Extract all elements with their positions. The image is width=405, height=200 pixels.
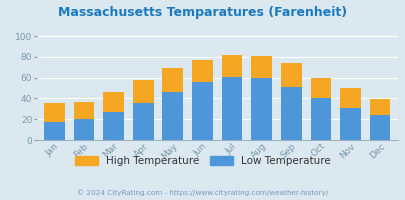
- Bar: [132, 80, 153, 103]
- Bar: [310, 98, 330, 140]
- Bar: [251, 78, 271, 140]
- Bar: [103, 112, 124, 140]
- Bar: [369, 115, 390, 140]
- Bar: [251, 56, 271, 78]
- Bar: [44, 103, 64, 122]
- Bar: [339, 88, 360, 108]
- Text: © 2024 CityRating.com - https://www.cityrating.com/weather-history/: © 2024 CityRating.com - https://www.city…: [77, 189, 328, 196]
- Bar: [103, 92, 124, 112]
- Bar: [44, 122, 64, 140]
- Bar: [73, 102, 94, 119]
- Bar: [369, 99, 390, 115]
- Bar: [162, 68, 183, 92]
- Bar: [339, 108, 360, 140]
- Bar: [73, 119, 94, 140]
- Bar: [280, 63, 301, 87]
- Bar: [192, 60, 212, 82]
- Bar: [221, 77, 242, 140]
- Bar: [132, 103, 153, 140]
- Bar: [280, 87, 301, 140]
- Bar: [310, 78, 330, 98]
- Legend: High Temperature, Low Temperature: High Temperature, Low Temperature: [75, 156, 330, 166]
- Bar: [192, 82, 212, 140]
- Bar: [162, 92, 183, 140]
- Text: Massachusetts Temparatures (Farenheit): Massachusetts Temparatures (Farenheit): [58, 6, 347, 19]
- Bar: [221, 55, 242, 77]
